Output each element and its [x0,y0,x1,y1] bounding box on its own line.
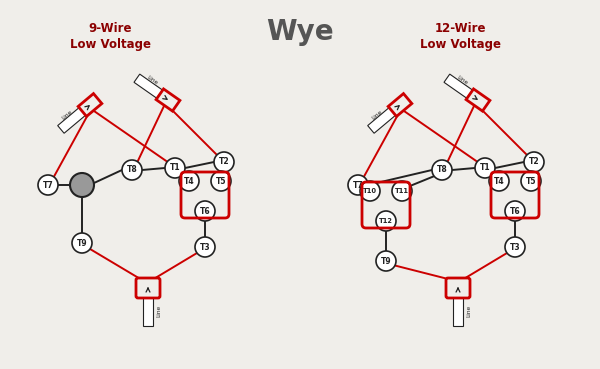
Text: Wye: Wye [266,18,334,46]
Circle shape [376,251,396,271]
Text: T4: T4 [494,176,505,186]
Text: T8: T8 [437,166,448,175]
Circle shape [489,171,509,191]
Text: T7: T7 [353,180,364,190]
Text: T1: T1 [170,163,181,172]
Circle shape [211,171,231,191]
Circle shape [524,152,544,172]
Circle shape [376,211,396,231]
Text: Line: Line [156,305,161,317]
Text: Line: Line [146,75,159,86]
Circle shape [38,175,58,195]
Circle shape [179,171,199,191]
Text: T5: T5 [216,176,226,186]
Text: T1: T1 [479,163,490,172]
Circle shape [360,181,380,201]
Circle shape [348,175,368,195]
Text: T6: T6 [509,207,520,215]
Text: Line: Line [61,109,73,121]
Text: T3: T3 [200,242,211,252]
Circle shape [165,158,185,178]
Circle shape [475,158,495,178]
FancyBboxPatch shape [136,278,160,298]
Circle shape [214,152,234,172]
Circle shape [195,237,215,257]
Text: T2: T2 [218,158,229,166]
Polygon shape [368,108,395,133]
Circle shape [392,181,412,201]
Text: T10: T10 [363,188,377,194]
FancyBboxPatch shape [446,278,470,298]
Polygon shape [466,89,490,111]
Circle shape [195,201,215,221]
Text: T4: T4 [184,176,194,186]
Text: T7: T7 [43,180,53,190]
Text: Line: Line [456,75,469,86]
Circle shape [70,173,94,197]
Text: T9: T9 [77,238,88,248]
Circle shape [521,171,541,191]
Polygon shape [143,296,153,326]
Polygon shape [453,296,463,326]
Text: 9-Wire
Low Voltage: 9-Wire Low Voltage [70,22,151,51]
Polygon shape [388,94,412,116]
Text: 12-Wire
Low Voltage: 12-Wire Low Voltage [419,22,500,51]
Text: T2: T2 [529,158,539,166]
Polygon shape [156,89,180,111]
Circle shape [505,237,525,257]
Text: T6: T6 [200,207,211,215]
Text: T8: T8 [127,166,137,175]
Polygon shape [58,108,86,133]
Text: T5: T5 [526,176,536,186]
Circle shape [122,160,142,180]
Text: Line: Line [371,109,383,121]
Circle shape [72,233,92,253]
Polygon shape [134,74,163,99]
Polygon shape [444,74,473,99]
Text: Line: Line [466,305,471,317]
Polygon shape [78,94,102,116]
Circle shape [505,201,525,221]
Text: T9: T9 [380,256,391,266]
Text: T3: T3 [509,242,520,252]
Circle shape [432,160,452,180]
Text: T11: T11 [395,188,409,194]
Text: T12: T12 [379,218,393,224]
